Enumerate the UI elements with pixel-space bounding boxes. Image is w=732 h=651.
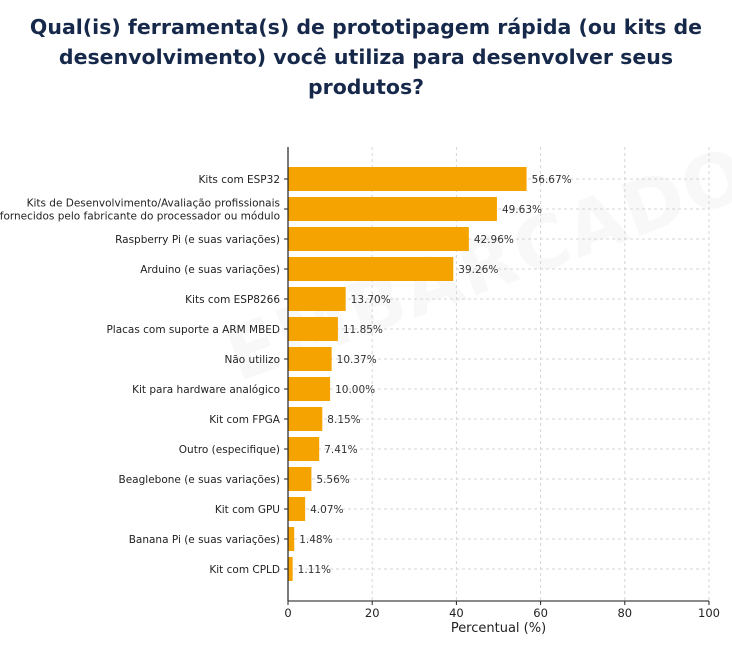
bar [288, 557, 293, 581]
bar [288, 317, 338, 341]
chart-title: Qual(is) ferramenta(s) de prototipagem r… [0, 12, 732, 102]
category-label-line: Banana Pi (e suas variações) [129, 534, 280, 546]
bar [288, 377, 331, 401]
category-label: Kits com ESP8266 [185, 294, 280, 306]
category-label-line: Kits de Desenvolvimento/Avaliação profis… [27, 198, 280, 210]
category-label-line: Kit com GPU [215, 504, 280, 516]
bar [288, 497, 306, 521]
chart-title-line-1: Qual(is) ferramenta(s) de prototipagem r… [29, 15, 703, 39]
category-label: Raspberry Pi (e suas variações) [115, 234, 280, 246]
x-tick-label: 0 [284, 606, 291, 620]
category-label-line: Beaglebone (e suas variações) [119, 474, 280, 486]
data-label: 8.15% [327, 414, 360, 426]
x-tick-label: 80 [617, 606, 632, 620]
category-label-line: fornecidos pelo fabricante do processado… [0, 211, 280, 223]
x-tick-label: 100 [698, 606, 720, 620]
data-label: 42.96% [474, 234, 514, 246]
bar [288, 227, 469, 251]
category-label-line: Arduino (e suas variações) [140, 264, 280, 276]
data-label: 10.37% [337, 354, 377, 366]
bar [288, 527, 295, 551]
x-tick-label: 40 [449, 606, 464, 620]
category-label: Kit com FPGA [209, 414, 281, 426]
category-label-line: Kits com ESP32 [199, 174, 280, 186]
data-label: 1.11% [298, 564, 331, 576]
category-label-line: Placas com suporte a ARM MBED [106, 324, 280, 336]
category-label: Kits de Desenvolvimento/Avaliação profis… [0, 198, 280, 223]
category-label-line: Kit com CPLD [209, 564, 280, 576]
category-label-line: Kits com ESP8266 [185, 294, 280, 306]
bar [288, 347, 332, 371]
data-label: 39.26% [458, 264, 498, 276]
data-label: 11.85% [343, 324, 383, 336]
category-label-line: Kit para hardware analógico [132, 384, 280, 396]
data-label: 56.67% [532, 174, 572, 186]
data-label: 1.48% [299, 534, 332, 546]
category-label-line: Raspberry Pi (e suas variações) [115, 234, 280, 246]
data-label: 5.56% [316, 474, 349, 486]
data-label: 49.63% [502, 204, 542, 216]
chart-title-line-2: desenvolvimento) você utiliza para desen… [58, 45, 674, 99]
bar [288, 467, 312, 491]
data-label: 7.41% [324, 444, 357, 456]
category-label: Banana Pi (e suas variações) [129, 534, 280, 546]
category-label: Kit com CPLD [209, 564, 280, 576]
category-label: Outro (especifique) [179, 444, 280, 456]
category-label-line: Kit com FPGA [209, 414, 281, 426]
bar [288, 257, 454, 281]
category-label-line: Outro (especifique) [179, 444, 280, 456]
x-axis-label: Percentual (%) [451, 621, 546, 636]
x-tick-label: 20 [365, 606, 380, 620]
bar [288, 407, 323, 431]
data-label: 10.00% [335, 384, 375, 396]
bar [288, 197, 497, 221]
category-label: Beaglebone (e suas variações) [119, 474, 280, 486]
data-label: 13.70% [351, 294, 391, 306]
category-label: Placas com suporte a ARM MBED [106, 324, 280, 336]
x-tick-label: 60 [533, 606, 548, 620]
bar [288, 437, 320, 461]
category-label: Kit com GPU [215, 504, 280, 516]
data-label: 4.07% [310, 504, 343, 516]
bar [288, 287, 346, 311]
category-label: Kit para hardware analógico [132, 384, 280, 396]
category-label: Arduino (e suas variações) [140, 264, 280, 276]
category-label: Não utilizo [224, 354, 280, 366]
category-label: Kits com ESP32 [199, 174, 280, 186]
category-label-line: Não utilizo [224, 354, 280, 366]
bar [288, 167, 527, 191]
